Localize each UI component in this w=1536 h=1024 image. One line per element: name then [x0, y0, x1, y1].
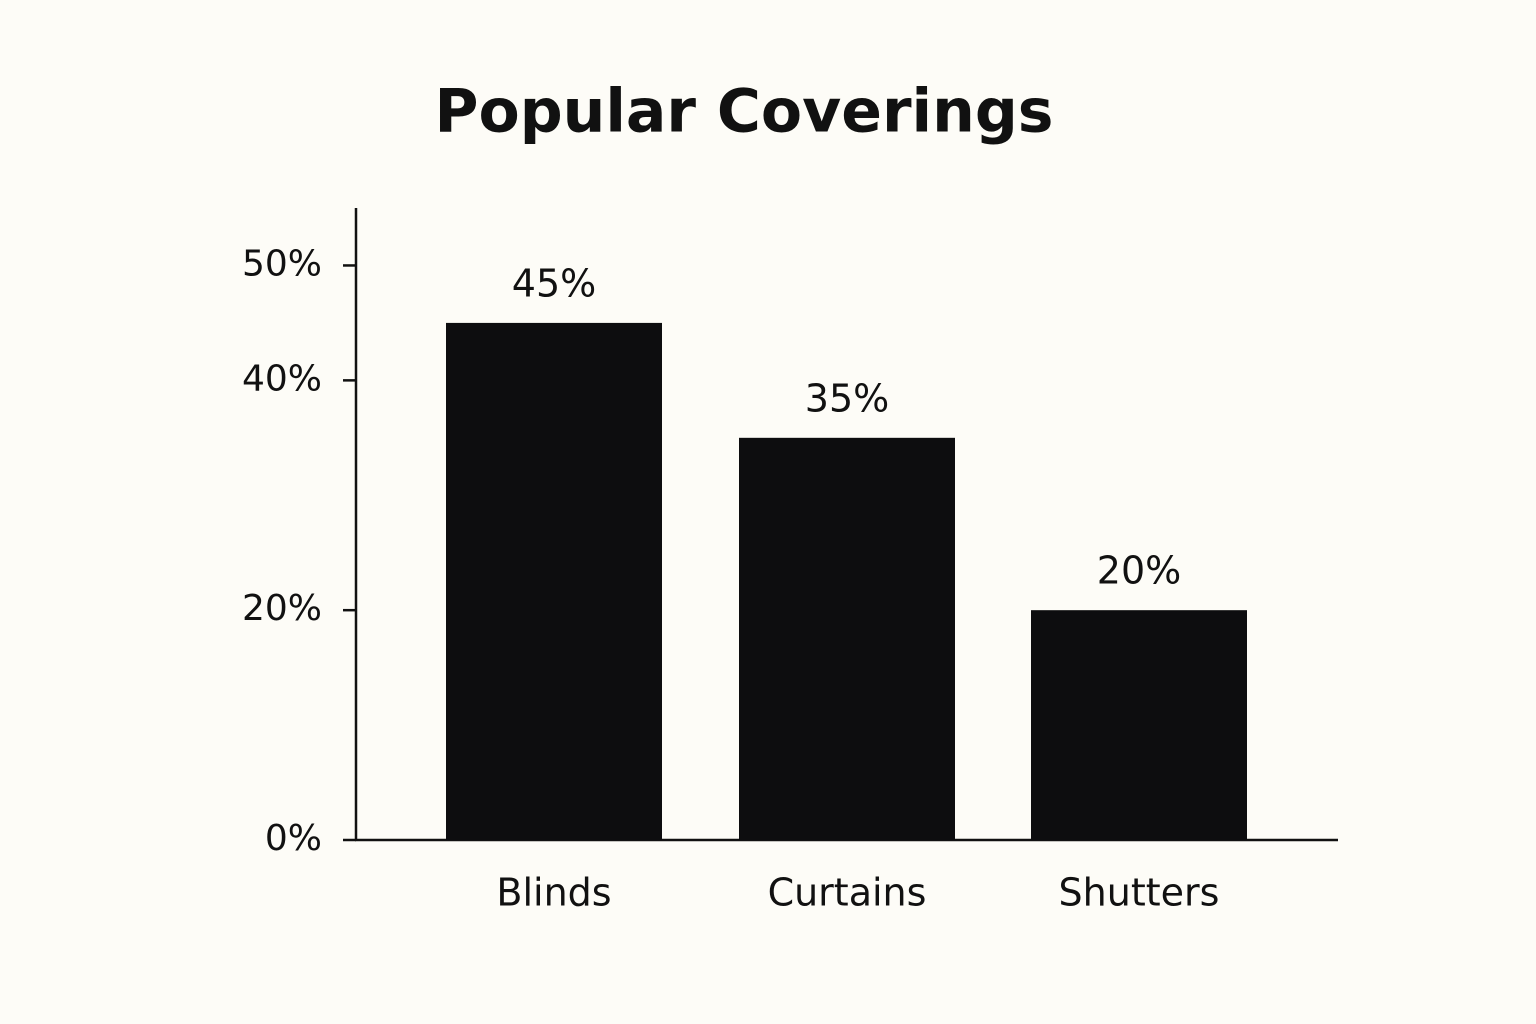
x-tick-label: Shutters [1059, 871, 1220, 915]
value-label: 20% [1097, 549, 1181, 593]
bar [739, 437, 955, 840]
y-tick-label: 0% [265, 818, 322, 859]
chart-title: Popular Coverings [435, 77, 1054, 147]
y-tick-label: 40% [242, 358, 322, 399]
x-tick-label: Blinds [496, 871, 611, 915]
y-tick-label: 20% [242, 588, 322, 629]
bar [446, 322, 662, 841]
value-label: 35% [805, 376, 889, 420]
x-tick-label: Curtains [768, 871, 927, 915]
value-label: 45% [512, 261, 596, 305]
bar [1031, 610, 1247, 840]
y-tick-label: 50% [242, 243, 322, 284]
